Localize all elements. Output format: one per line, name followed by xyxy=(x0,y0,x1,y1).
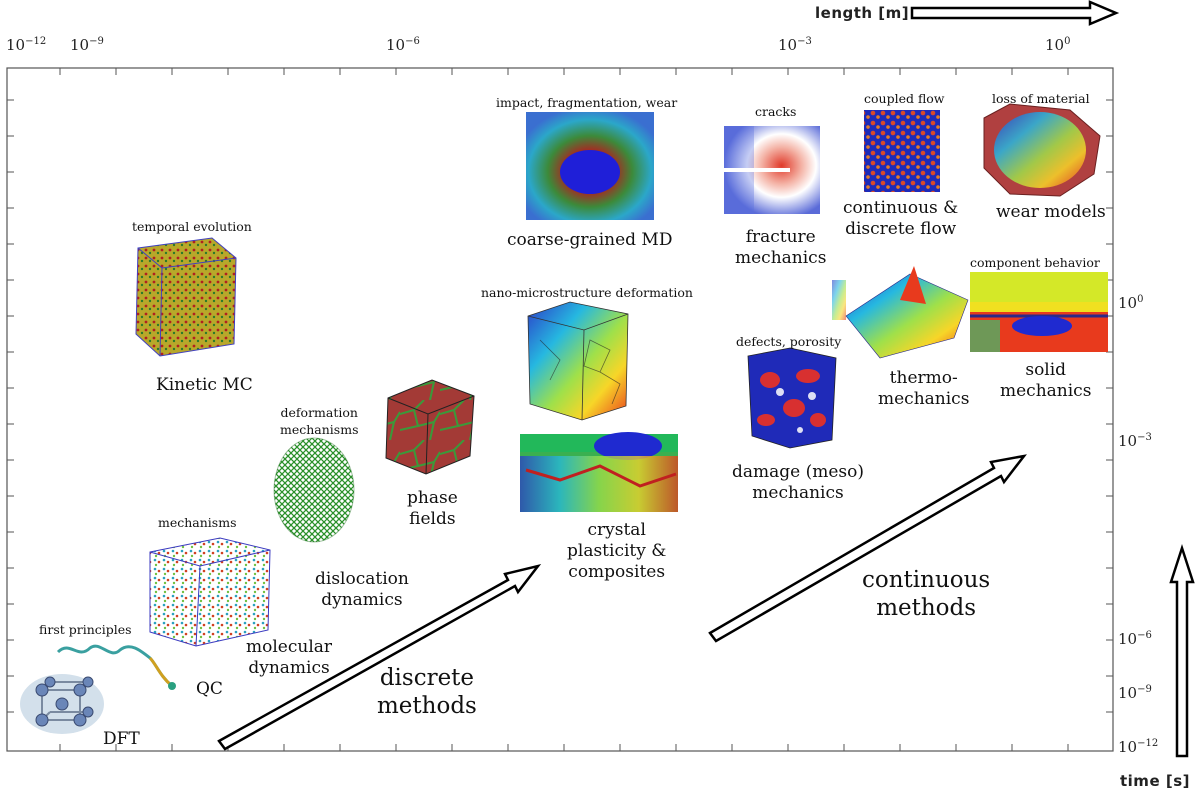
kmc-caption: temporal evolution xyxy=(132,219,252,234)
dislocation-dynamics-icon xyxy=(273,437,355,543)
fracture-label: fracture mechanics xyxy=(735,227,827,268)
nano-caption: nano-microstructure deformation xyxy=(481,285,693,300)
discrete-methods-arrow-icon xyxy=(217,563,542,751)
nano-microstructure-cube-icon xyxy=(527,301,629,421)
time-arrow-icon xyxy=(1169,543,1195,758)
y-tick-label: 10−6 xyxy=(1118,630,1152,648)
dft-molecule-icon xyxy=(20,674,104,734)
flow-caption: coupled flow xyxy=(864,91,945,106)
coarse-grained-md-impact-icon xyxy=(526,112,654,220)
coupled-flow-particles-icon xyxy=(864,110,940,192)
first-principles-chain-icon xyxy=(56,644,176,690)
y-axis-title: time [s] xyxy=(1120,772,1190,790)
continuous-methods-arrow-icon xyxy=(708,454,1027,643)
solid-mechanics-label: solid mechanics xyxy=(1000,360,1092,401)
first-principles-caption: first principles xyxy=(39,622,132,637)
x-tick-label: 100 xyxy=(1045,36,1071,54)
damage-mechanics-cube-icon xyxy=(747,347,837,449)
cgmd-label: coarse-grained MD xyxy=(507,230,673,250)
kinetic-mc-cube-icon xyxy=(135,237,237,357)
thermo-mechanics-label: thermo- mechanics xyxy=(878,368,970,409)
solid-mechanics-component-icon xyxy=(970,272,1108,352)
x-tick-label: 10−6 xyxy=(386,36,420,54)
damage-caption: defects, porosity xyxy=(736,334,842,349)
phase-fields-cube-icon xyxy=(385,379,475,475)
plot-frame xyxy=(6,67,1114,752)
wear-model-icon xyxy=(983,103,1101,197)
wear-label: wear models xyxy=(996,202,1106,222)
fracture-mechanics-crack-icon xyxy=(724,126,820,214)
molecular-dynamics-box-icon xyxy=(149,537,271,647)
x-tick-label: 10−12 xyxy=(6,36,47,54)
dd-caption: deformation mechanisms xyxy=(280,405,359,437)
crystal-plasticity-strip-icon xyxy=(520,432,678,512)
md-label: molecular dynamics xyxy=(246,637,333,678)
x-tick-label: 10−9 xyxy=(70,36,104,54)
phase-fields-label: phase fields xyxy=(407,488,458,529)
y-tick-label: 100 xyxy=(1118,294,1144,312)
flow-label: continuous & discrete flow xyxy=(843,198,959,239)
dft-label: DFT xyxy=(103,729,140,749)
md-caption: mechanisms xyxy=(158,515,237,530)
y-tick-label: 10−3 xyxy=(1118,432,1152,450)
x-tick-label: 10−3 xyxy=(778,36,812,54)
wear-caption: loss of material xyxy=(992,91,1090,106)
y-tick-label: 10−12 xyxy=(1118,738,1159,756)
kmc-label: Kinetic MC xyxy=(156,375,253,395)
y-tick-label: 10−9 xyxy=(1118,684,1152,702)
length-arrow-icon xyxy=(910,0,1120,26)
fracture-caption: cracks xyxy=(755,104,797,119)
crystal-plasticity-label: crystal plasticity & composites xyxy=(567,520,667,582)
thermo-mechanics-surface-icon xyxy=(832,266,969,359)
discrete-methods-label: discrete methods xyxy=(377,665,477,719)
continuous-methods-label: continuous methods xyxy=(862,567,991,621)
solid-caption: component behavior xyxy=(970,255,1100,270)
qc-label: QC xyxy=(196,679,223,699)
dd-label: dislocation dynamics xyxy=(315,569,409,610)
damage-label: damage (meso) mechanics xyxy=(732,462,865,503)
cgmd-caption: impact, fragmentation, wear xyxy=(496,95,678,110)
x-axis-title: length [m] xyxy=(815,4,910,22)
